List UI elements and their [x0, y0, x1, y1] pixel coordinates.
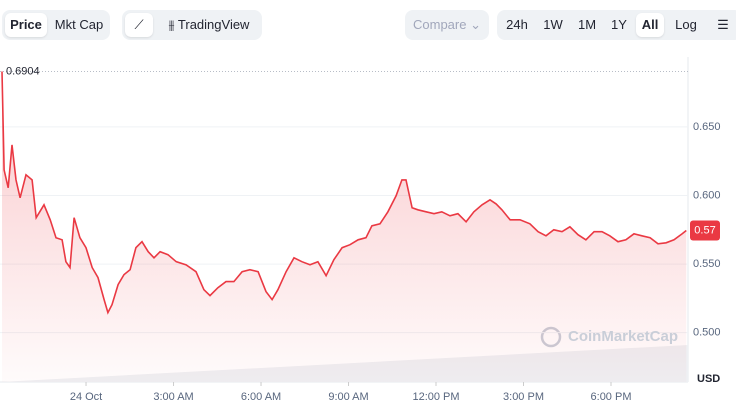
compare[interactable]: Compare ⌄	[413, 17, 481, 32]
y-tick-label: 0.600	[693, 189, 721, 201]
range-btn[interactable]: 1Y	[611, 17, 627, 32]
range-btn[interactable]: 1W	[543, 17, 563, 32]
line-tool[interactable]: ⟋	[125, 13, 153, 37]
range-btn[interactable]: 24h	[506, 17, 528, 32]
y-tick-label: 0.500	[693, 327, 721, 339]
log-btn[interactable]: Log	[675, 17, 697, 32]
x-tick-label: 6:00 PM	[591, 391, 632, 403]
tradingview-label: TradingView	[177, 17, 250, 32]
settings[interactable]: ☰	[717, 17, 729, 32]
high-label: 0.6904	[6, 65, 40, 77]
compare-label: Compare	[413, 17, 467, 32]
x-tick-label: 12:00 PM	[412, 391, 459, 403]
x-tick-label: 6:00 AM	[241, 391, 281, 403]
range-group	[497, 10, 736, 40]
last-price-label: 0.57	[694, 224, 715, 236]
last-price-badge	[690, 220, 720, 241]
x-tick-label: 24 Oct	[70, 391, 102, 403]
tab-price[interactable]: Price	[5, 13, 47, 37]
currency: USD	[697, 373, 720, 385]
area	[2, 71, 687, 382]
y-tick-label: 0.550	[693, 258, 721, 270]
range-btn[interactable]: All	[636, 13, 664, 37]
x-tick-label: 3:00 PM	[503, 391, 544, 403]
y-tick-label: 0.650	[693, 121, 721, 133]
x-tick-label: 3:00 AM	[153, 391, 193, 403]
watermark: CoinMarketCap	[568, 328, 678, 345]
compare-group	[405, 10, 489, 40]
range-btn[interactable]: 1M	[577, 17, 597, 32]
tab-mktcap[interactable]: Mkt Cap	[54, 17, 104, 32]
candle-icon: ⫵	[168, 17, 178, 32]
price-line	[1, 71, 687, 315]
tradingview[interactable]: ⫵ TradingView	[160, 13, 258, 37]
x-tick-label: 9:00 AM	[328, 391, 368, 403]
